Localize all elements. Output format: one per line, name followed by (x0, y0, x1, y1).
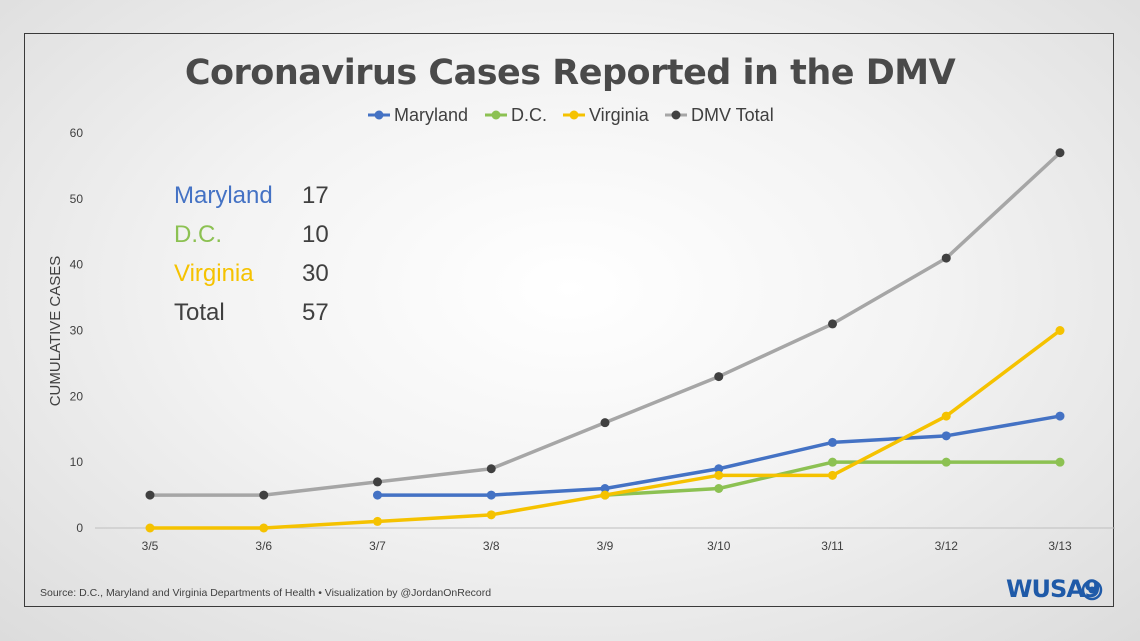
series-virginia (145, 326, 1065, 533)
y-axis: 0 10 20 30 40 50 60 (70, 126, 84, 535)
data-point (145, 490, 155, 500)
data-point (486, 490, 496, 500)
data-point (600, 484, 610, 493)
x-tick-label: 3/10 (707, 539, 731, 553)
legend-label: Virginia (589, 105, 650, 125)
data-point (1055, 148, 1065, 158)
summary-value: 17 (302, 182, 329, 209)
y-tick-label: 0 (76, 521, 83, 535)
data-point (828, 470, 837, 480)
legend-item: Maryland (368, 105, 468, 125)
series-layer (145, 148, 1065, 533)
y-tick-label: 60 (70, 126, 84, 140)
y-tick-label: 30 (70, 324, 84, 338)
summary-label: Total (174, 299, 225, 326)
summary-label: Maryland (174, 182, 273, 209)
legend-marker (374, 110, 384, 120)
series-line (375, 414, 1062, 497)
legend-item: Virginia (563, 105, 650, 125)
summary-value: 30 (302, 260, 329, 287)
summary-label: Virginia (174, 260, 254, 287)
data-point (1055, 457, 1065, 467)
x-tick-label: 3/11 (821, 539, 844, 553)
chart-title: Coronavirus Cases Reported in the DMV (185, 53, 956, 93)
data-point (1055, 326, 1065, 335)
x-tick-label: 3/8 (483, 539, 500, 553)
y-axis-label: CUMULATIVE CASES (47, 256, 64, 407)
data-point (828, 437, 837, 447)
summary-annotations: Maryland 17 D.C. 10 Virginia 30 Total 57 (174, 182, 329, 326)
data-point (373, 516, 382, 526)
y-tick-label: 20 (70, 389, 84, 403)
series-dmv-total (145, 148, 1065, 500)
legend-marker (491, 110, 501, 120)
x-tick-label: 3/9 (597, 539, 614, 553)
legend-label: DMV Total (691, 105, 774, 125)
data-point (714, 470, 724, 480)
legend-label: D.C. (511, 105, 547, 125)
legend-label: Maryland (394, 105, 468, 125)
data-point (373, 490, 382, 500)
summary-value: 10 (302, 221, 329, 248)
data-point (1055, 411, 1065, 421)
data-point (714, 464, 724, 474)
summary-label: D.C. (174, 221, 222, 248)
data-point (486, 510, 496, 520)
chart-frame (24, 33, 1114, 607)
legend-item: D.C. (485, 105, 547, 125)
data-point (941, 457, 951, 467)
x-tick-label: 3/5 (142, 539, 159, 553)
legend-marker (569, 110, 579, 120)
y-tick-label: 10 (70, 455, 84, 469)
summary-value: 57 (302, 299, 329, 326)
data-point (600, 490, 610, 500)
data-point (828, 457, 837, 467)
x-tick-label: 3/7 (369, 539, 386, 553)
x-tick-label: 3/6 (255, 539, 272, 553)
legend-item: DMV Total (665, 105, 774, 125)
series-maryland (373, 411, 1065, 500)
data-point (941, 431, 951, 441)
series-line (148, 151, 1062, 497)
data-point (714, 372, 724, 382)
x-tick-label: 3/13 (1048, 539, 1072, 553)
data-point (259, 490, 269, 500)
data-point (486, 464, 496, 474)
logo: WUSA9 (1006, 575, 1103, 603)
y-tick-label: 50 (70, 192, 84, 206)
data-point (941, 411, 951, 421)
data-point (373, 477, 382, 487)
source-note: Source: D.C., Maryland and Virginia Depa… (40, 587, 491, 599)
data-point (259, 523, 269, 533)
legend-marker (671, 110, 681, 120)
y-tick-label: 40 (70, 258, 84, 272)
data-point (714, 484, 724, 493)
eye-icon (1081, 579, 1103, 601)
legend: Maryland D.C. Virginia DMV Total (368, 105, 774, 125)
data-point (145, 523, 155, 533)
data-point (941, 253, 951, 263)
logo-text: WUSA9 (1006, 575, 1100, 603)
data-point (600, 418, 610, 428)
x-tick-label: 3/12 (935, 539, 959, 553)
x-axis: 3/5 3/6 3/7 3/8 3/9 3/10 3/11 3/12 3/13 (95, 527, 1115, 553)
data-point (828, 319, 837, 329)
